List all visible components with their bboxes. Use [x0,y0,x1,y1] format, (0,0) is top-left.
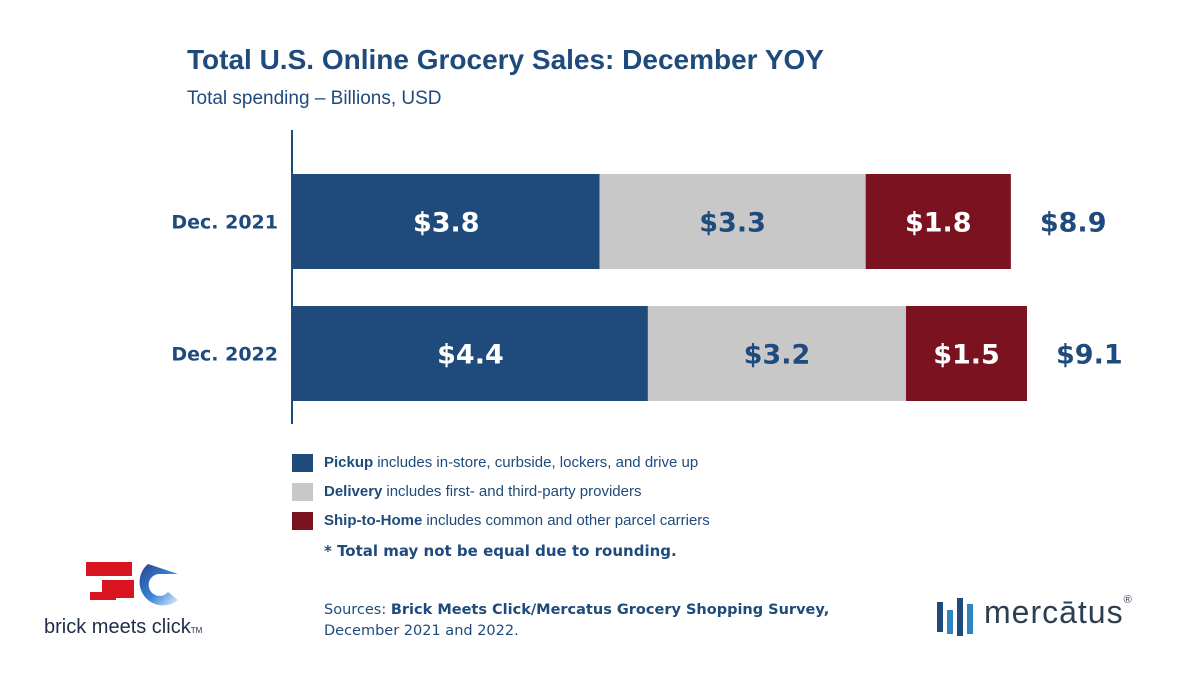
brick-meets-click-name: brick meets click [44,616,191,638]
legend-swatch-delivery [292,482,313,501]
stacked-bar-chart: Dec. 2021 $3.8 $3.3 $1.8 $8.9 Dec. 2022 $4.4 $3… [171,130,1123,424]
data-label-ship-to-home-dec-2022: $1.5 [933,340,1000,371]
legend-item-delivery: Delivery includes first- and third-party… [292,477,710,506]
mercatus-name: mercātus [984,594,1124,630]
legend-name-ship-to-home: Ship-to-Home [324,512,423,529]
legend-name-pickup: Pickup [324,454,374,471]
sources-date: December 2021 and 2022. [324,623,519,639]
chart-subtitle: Total spending – Billions, USD [187,88,442,109]
legend-desc-delivery: includes first- and third-party provider… [386,483,642,500]
legend-swatch-pickup [292,453,313,472]
category-label-dec-2021: Dec. 2021 [171,212,278,234]
bar-delivery-dec-2021 [599,174,866,269]
data-label-delivery-dec-2022: $3.2 [744,340,811,371]
brick-meets-click-wordmark: brick meets clickTM [44,616,202,639]
legend-item-pickup: Pickup includes in-store, curbside, lock… [292,448,710,477]
sources-title: Brick Meets Click/Mercatus Grocery Shopp… [390,602,830,618]
data-label-delivery-dec-2021: $3.3 [699,208,766,239]
bar-ship-to-home-dec-2022 [906,306,1027,401]
legend-name-delivery: Delivery [324,483,383,500]
data-label-pickup-dec-2022: $4.4 [437,340,504,371]
brick-meets-click-logo-icon [86,562,178,606]
data-label-pickup-dec-2021: $3.8 [413,208,480,239]
chart-title: Total U.S. Online Grocery Sales: Decembe… [187,44,824,75]
legend-swatch-ship-to-home [292,511,313,530]
legend: Pickup includes in-store, curbside, lock… [292,448,710,535]
bar-delivery-dec-2022 [647,306,907,401]
total-label-dec-2021: $8.9 [1040,208,1107,239]
category-label-dec-2022: Dec. 2022 [171,344,278,366]
mercatus-wordmark: mercātus® [984,594,1133,631]
bar-pickup-dec-2021 [293,174,600,269]
bar-pickup-dec-2022 [293,306,648,401]
legend-desc-ship-to-home: includes common and other parcel carrier… [426,512,710,529]
mercatus-logo-icon [937,598,973,636]
total-label-dec-2022: $9.1 [1056,340,1123,371]
bars-group: Dec. 2021 $3.8 $3.3 $1.8 $8.9 Dec. 2022 $4.4 $3… [171,174,1123,401]
bar-ship-to-home-dec-2021 [865,174,1011,269]
sources-prefix: Sources: [324,602,391,618]
data-label-ship-to-home-dec-2021: $1.8 [905,208,972,239]
sources-text: Sources: Brick Meets Click/Mercatus Groc… [324,600,829,642]
rounding-note: * Total may not be equal due to rounding… [324,542,677,560]
legend-item-ship-to-home: Ship-to-Home includes common and other p… [292,506,710,535]
legend-desc-pickup: includes in-store, curbside, lockers, an… [377,454,699,471]
mercatus-registered-mark: ® [1123,594,1133,606]
brick-meets-click-tm: TM [190,626,203,635]
